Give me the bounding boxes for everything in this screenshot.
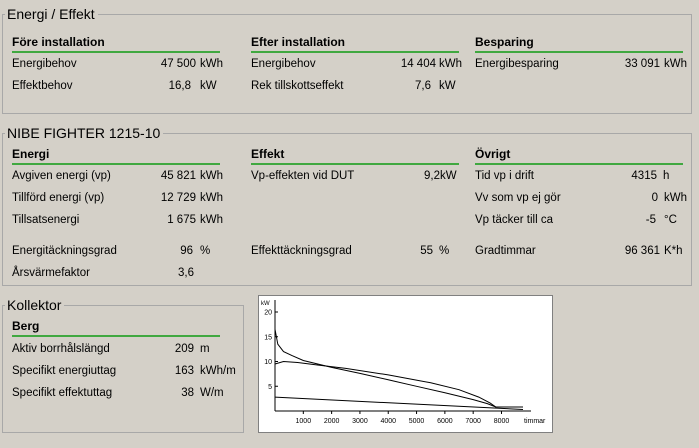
fighter-group <box>2 133 692 286</box>
energitackningsgrad-label: Energitäckningsgrad <box>12 245 117 257</box>
x-tick-label: 5000 <box>409 418 425 425</box>
x-tick-label: 2000 <box>324 418 340 425</box>
x-axis-label: timmar <box>524 418 546 425</box>
vp-tacker-till-unit: °C <box>664 214 677 226</box>
tid-vp-i-drift-label: Tid vp i drift <box>475 170 535 182</box>
rek-tillskottseffekt-label: Rek tillskottseffekt <box>251 80 344 92</box>
fore-installation-heading: Före installation <box>12 35 220 53</box>
kollektor-group-border <box>2 305 244 306</box>
x-tick-label: 6000 <box>437 418 453 425</box>
tillford-energi-value: 12 729 <box>160 192 196 204</box>
energi-effekt-group <box>2 14 692 114</box>
series-line-3 <box>274 396 524 410</box>
energitackningsgrad-unit: % <box>200 245 211 257</box>
fore-energibehov-value: 47 500 <box>160 58 196 70</box>
efter-energibehov-value: 14 404 <box>400 58 436 70</box>
berg-heading: Berg <box>12 319 220 337</box>
aktiv-borrhalslangd-value: 209 <box>174 343 194 355</box>
fighter-group-border <box>2 133 692 134</box>
ovrigt-heading: Övrigt <box>475 147 683 165</box>
efter-energibehov-unit: kWh <box>439 58 462 70</box>
effekttackningsgrad-unit: % <box>439 245 450 257</box>
gradtimmar-unit: K*h <box>664 245 683 257</box>
fighter-title: NIBE FIGHTER 1215-10 <box>5 125 164 141</box>
specifikt-energiuttag-value: 163 <box>174 365 194 377</box>
aktiv-borrhalslangd-label: Aktiv borrhålslängd <box>12 343 110 355</box>
rek-tillskottseffekt-value: 7,6 <box>415 80 431 92</box>
x-tick-label: 1000 <box>296 418 312 425</box>
avgiven-energi-value: 45 821 <box>160 170 196 182</box>
vp-effekten-unit: kW <box>440 170 457 182</box>
y-tick-label: 10 <box>264 359 272 366</box>
specifikt-energiuttag-label: Specifikt energiuttag <box>12 365 117 377</box>
vp-effekten-value: 9,2 <box>424 170 440 182</box>
x-tick-label: 3000 <box>352 418 368 425</box>
tillford-energi-unit: kWh <box>200 192 223 204</box>
energibesparing-value: 33 091 <box>624 58 660 70</box>
energibesparing-unit: kWh <box>664 58 687 70</box>
specifikt-effektuttag-unit: W/m <box>200 387 224 399</box>
vv-som-vp-ej-gor-unit: kWh <box>664 192 687 204</box>
y-axis-label: kW <box>261 301 270 307</box>
tillford-energi-label: Tillförd energi (vp) <box>12 192 105 204</box>
series-line-2 <box>274 360 523 408</box>
efter-installation-heading: Efter installation <box>251 35 459 53</box>
effekttackningsgrad-value: 55 <box>420 245 433 257</box>
fore-effektbehov-label: Effektbehov <box>12 80 73 92</box>
tillsatsenergi-label: Tillsatsenergi <box>12 214 80 226</box>
tid-vp-i-drift-value: 4315 <box>631 170 657 182</box>
y-tick-label: 5 <box>268 384 272 391</box>
tillsatsenergi-value: 1 675 <box>167 214 196 226</box>
vp-effekten-label: Vp-effekten vid DUT <box>251 170 355 182</box>
gradtimmar-value: 96 361 <box>624 245 660 257</box>
energi-effekt-group-border <box>2 14 692 15</box>
aktiv-borrhalslangd-unit: m <box>200 343 210 355</box>
duration-chart: kW 20 15 10 5 1000 2000 3000 4000 5000 6000 7000 800… <box>258 295 553 433</box>
fore-effektbehov-unit: kW <box>200 80 217 92</box>
specifikt-energiuttag-unit: kWh/m <box>200 365 236 377</box>
energibesparing-label: Energibesparing <box>475 58 559 70</box>
besparing-heading: Besparing <box>475 35 683 53</box>
avgiven-energi-unit: kWh <box>200 170 223 182</box>
energitackningsgrad-value: 96 <box>180 245 193 257</box>
tid-vp-i-drift-unit: h <box>663 170 670 182</box>
rek-tillskottseffekt-unit: kW <box>439 80 456 92</box>
avgiven-energi-label: Avgiven energi (vp) <box>12 170 111 182</box>
vp-tacker-till-value: -5 <box>645 214 656 226</box>
vp-tacker-till-label: Vp täcker till ca <box>475 214 553 226</box>
arsvarmefaktor-label: Årsvärmefaktor <box>12 267 90 279</box>
efter-energibehov-label: Energibehov <box>251 58 316 70</box>
specifikt-effektuttag-value: 38 <box>181 387 194 399</box>
kollektor-group <box>2 305 244 433</box>
energi-effekt-title: Energi / Effekt <box>5 6 98 22</box>
fore-energibehov-unit: kWh <box>200 58 223 70</box>
x-tick-label: 7000 <box>465 418 481 425</box>
series-line-1 <box>274 329 523 408</box>
x-tick-label: 8000 <box>494 418 510 425</box>
specifikt-effektuttag-label: Specifikt effektuttag <box>12 387 113 399</box>
vv-som-vp-ej-gor-value: 0 <box>651 192 658 204</box>
gradtimmar-label: Gradtimmar <box>475 245 536 257</box>
vv-som-vp-ej-gor-label: Vv som vp ej gör <box>475 192 561 204</box>
duration-chart-svg: kW 20 15 10 5 1000 2000 3000 4000 5000 6000 7000 800… <box>261 300 546 425</box>
kollektor-title: Kollektor <box>5 297 65 313</box>
effekt-heading: Effekt <box>251 147 459 165</box>
x-tick-label: 4000 <box>380 418 396 425</box>
energi-heading: Energi <box>12 147 220 165</box>
y-tick-label: 20 <box>264 310 272 317</box>
fore-effektbehov-value: 16,8 <box>168 80 191 92</box>
effekttackningsgrad-label: Effekttäckningsgrad <box>251 245 352 257</box>
tillsatsenergi-unit: kWh <box>200 214 223 226</box>
fore-energibehov-label: Energibehov <box>12 58 77 70</box>
y-tick-label: 15 <box>264 334 272 341</box>
arsvarmefaktor-value: 3,6 <box>178 267 194 279</box>
